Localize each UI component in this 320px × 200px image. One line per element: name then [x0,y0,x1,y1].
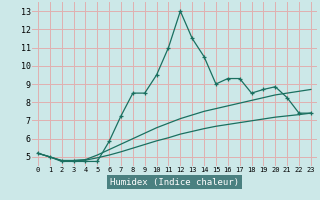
X-axis label: Humidex (Indice chaleur): Humidex (Indice chaleur) [110,178,239,187]
